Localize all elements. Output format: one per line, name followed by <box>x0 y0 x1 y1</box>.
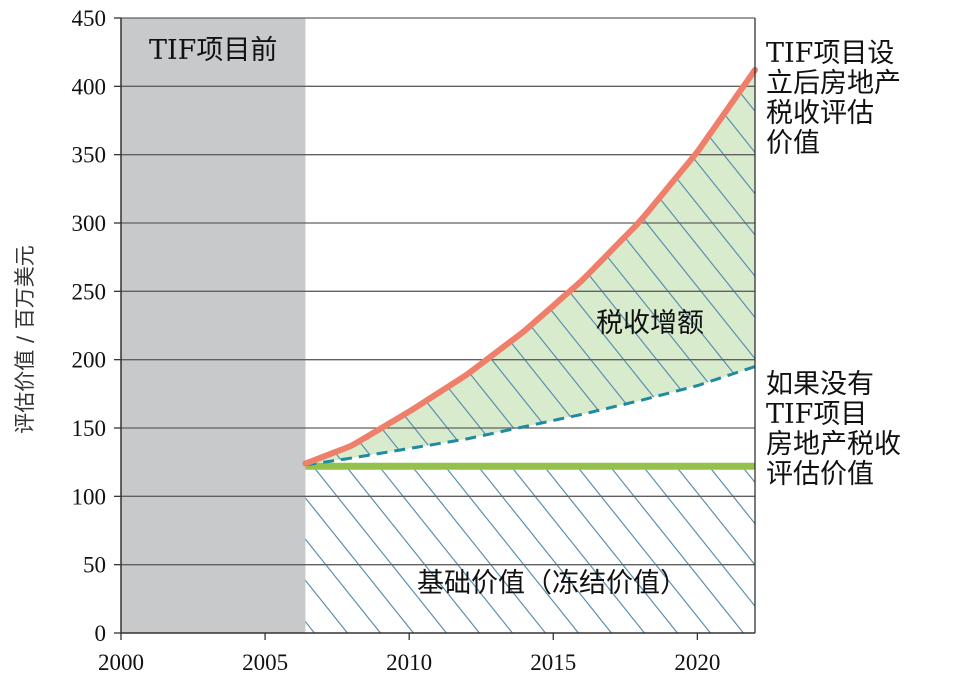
without-tif-annotation-line: 如果没有 <box>766 369 874 400</box>
hatch-line <box>305 69 480 633</box>
without-tif-annotation-line: 评估价值 <box>766 459 874 490</box>
hatch-line <box>305 69 546 633</box>
without-tif-annotation-line: 房地产税收 <box>766 429 901 460</box>
without-tif-line <box>305 365 756 467</box>
with-tif-annotation-line: 价值 <box>766 128 820 159</box>
y-tick-label: 350 <box>72 143 107 168</box>
y-tick-label: 150 <box>72 416 107 441</box>
y-tick-label: 200 <box>72 348 107 373</box>
y-tick-label: 0 <box>95 621 107 646</box>
base-value-label: 基础价值（冻结价值） <box>417 568 687 599</box>
y-axis-title: 评估价值 / 百万美元 <box>13 245 37 433</box>
y-tick-label: 50 <box>83 553 106 578</box>
pre-tif-region <box>121 18 306 633</box>
increment-label: 税收增额 <box>596 308 704 339</box>
y-tick-label: 450 <box>72 6 107 31</box>
with-tif-line <box>302 66 758 467</box>
hatch-line <box>305 69 447 633</box>
without-tif-annotation-line: TIF项目 <box>766 399 867 430</box>
y-tick-label: 400 <box>72 74 107 99</box>
x-tick-label: 2015 <box>530 650 576 675</box>
x-tick-label: 2020 <box>674 650 720 675</box>
increment-region <box>305 69 755 465</box>
y-tick-label: 300 <box>72 211 107 236</box>
hatch-line <box>305 69 513 633</box>
hatch-line <box>305 69 414 633</box>
x-tick-label: 2000 <box>98 650 144 675</box>
x-tick-label: 2005 <box>242 650 288 675</box>
hatch-line <box>646 69 755 633</box>
y-tick-label: 250 <box>72 279 107 304</box>
with-tif-annotation-line: TIF项目设 <box>766 38 894 69</box>
pre-tif-label: TIF项目前 <box>149 35 277 66</box>
with-tif-annotation-line: 税收评估 <box>766 98 874 129</box>
y-tick-label: 100 <box>72 484 107 509</box>
x-tick-label: 2010 <box>386 650 432 675</box>
with-tif-annotation-line: 立后房地产 <box>766 68 901 99</box>
